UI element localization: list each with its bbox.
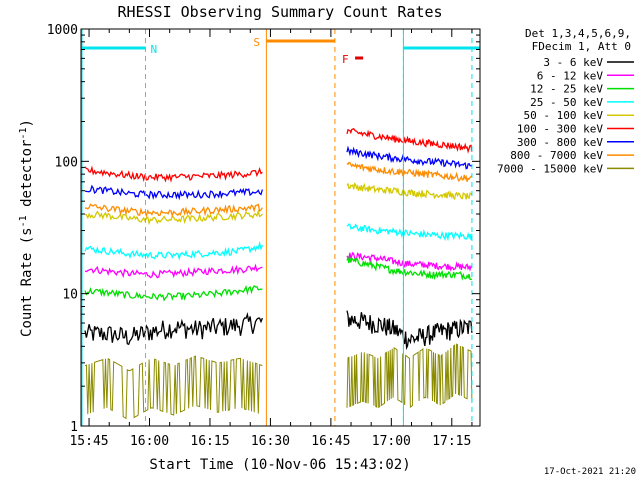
flag-label-f: F [342, 53, 349, 66]
y-axis-label-sup-2: -1 [18, 127, 29, 139]
legend-label: 25 - 50 keV [530, 96, 603, 109]
x-axis: 15:45 16:00 16:15 16:30 16:45 17:00 17:15 [69, 29, 473, 449]
series-line-5-after [346, 127, 473, 154]
legend: Det 1,3,4,5,6,9,FDecim 1, Att 0 3 - 6 keV… [497, 27, 634, 175]
series-line-1-after [346, 251, 473, 272]
flag-label-s: S [253, 36, 260, 49]
series-line-6-before [84, 184, 264, 201]
series-line-4-after [346, 182, 473, 201]
y-axis-label: Count Rate (s-1 detector-1) [18, 119, 35, 337]
timestamp: 17-Oct-2021 21:20 [544, 467, 636, 477]
x-tick-label: 16:45 [311, 434, 350, 449]
flag-label-n: N [150, 43, 157, 56]
legend-label: 800 - 7000 keV [510, 149, 603, 162]
legend-label: 7000 - 15000 keV [497, 162, 603, 175]
plot-frame [80, 28, 481, 427]
y-axis-label-mid: detector [19, 140, 35, 216]
series-line-7-before [84, 203, 263, 218]
x-tick-label: 16:00 [130, 434, 169, 449]
legend-label: 6 - 12 keV [537, 69, 604, 82]
series-line-1-before [84, 263, 263, 279]
chart-title: RHESSI Observing Summary Count Rates [117, 3, 442, 21]
x-tick-label: 16:15 [190, 434, 229, 449]
legend-label: 50 - 100 keV [524, 109, 604, 122]
legend-label: 3 - 6 keV [543, 56, 603, 69]
series-line-4-before [84, 209, 263, 226]
series-line-6-after [346, 145, 472, 170]
x-tick-label: 16:30 [251, 434, 290, 449]
series-layer [84, 127, 473, 420]
legend-label: 100 - 300 keV [517, 123, 603, 136]
y-tick-label: 1000 [47, 23, 78, 38]
legend-header-line: FDecim 1, Att 0 [532, 40, 631, 53]
series-line-2-before [84, 285, 263, 302]
series-line-8-after [346, 343, 473, 409]
x-tick-label: 17:15 [432, 434, 471, 449]
flags-layer: N S F [81, 36, 480, 66]
series-line-3-after [346, 223, 473, 242]
series-line-3-before [84, 240, 263, 261]
series-line-7-after [346, 161, 473, 182]
series-line-2-after [346, 255, 473, 281]
y-tick-label: 1 [70, 420, 78, 435]
boundaries-layer [81, 29, 473, 426]
legend-label: 12 - 25 keV [530, 83, 603, 96]
series-line-0-after [346, 310, 473, 351]
x-axis-label: Start Time (10-Nov-06 15:43:02) [149, 457, 410, 473]
y-tick-label: 100 [55, 155, 78, 170]
y-axis: 1 10 100 1000 [47, 23, 480, 435]
y-axis-label-sup-1: -1 [18, 215, 29, 227]
series-line-0-before [84, 312, 264, 346]
x-tick-label: 15:45 [69, 434, 108, 449]
legend-label: 300 - 800 keV [517, 136, 603, 149]
y-tick-label: 10 [62, 288, 78, 303]
y-axis-label-main: Count Rate (s [19, 227, 35, 337]
series-line-8-before [84, 355, 263, 420]
x-tick-label: 17:00 [372, 434, 411, 449]
y-axis-label-end: ) [19, 119, 35, 127]
legend-header-line: Det 1,3,4,5,6,9, [525, 27, 631, 40]
series-line-5-before [84, 165, 263, 183]
